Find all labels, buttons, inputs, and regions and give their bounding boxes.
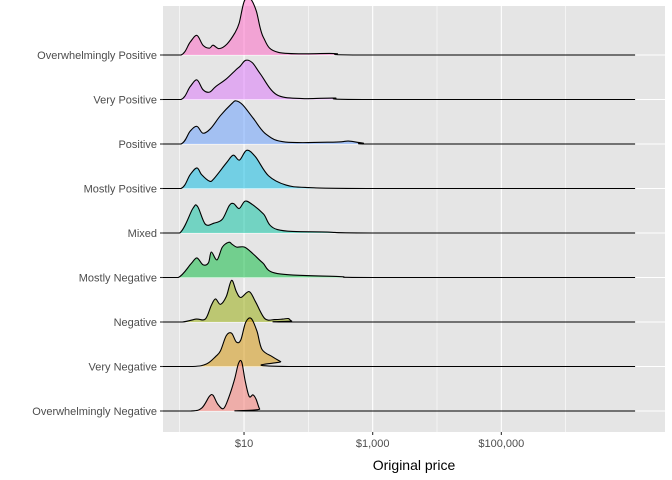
x-tick-label: $100,000 bbox=[478, 438, 524, 450]
ridge-fill bbox=[160, 100, 636, 144]
ridge-fill bbox=[160, 0, 636, 56]
ridge-very-negative bbox=[160, 317, 636, 368]
ridge-outline bbox=[160, 100, 636, 145]
y-tick-label: Mostly Negative bbox=[79, 273, 157, 285]
ridge-outline bbox=[160, 359, 636, 412]
y-tick-label: Mostly Positive bbox=[84, 184, 157, 196]
x-axis: $10 $1,000 $100,000 bbox=[235, 432, 524, 450]
ridge-fill bbox=[160, 150, 636, 189]
ridges bbox=[160, 0, 636, 412]
y-tick-label: Mixed bbox=[128, 228, 157, 240]
ridge-very-positive bbox=[160, 59, 636, 101]
ridge-outline bbox=[160, 279, 636, 323]
ridge-outline bbox=[160, 0, 636, 56]
ridge-mixed bbox=[160, 200, 636, 234]
ridge-outline bbox=[160, 59, 636, 101]
ridge-outline bbox=[160, 241, 636, 279]
ridge-outline bbox=[160, 149, 636, 190]
ridge-fill bbox=[160, 242, 636, 278]
x-axis-title: Original price bbox=[373, 457, 456, 473]
ridge-mostly-negative bbox=[160, 241, 636, 279]
y-axis: Overwhelmingly Negative Very Negative Nega… bbox=[32, 50, 163, 418]
ridge-outline bbox=[160, 317, 636, 368]
ridge-fill bbox=[160, 280, 636, 322]
ridge-overwhelmingly-positive bbox=[160, 0, 636, 56]
x-tick-label: $10 bbox=[235, 438, 253, 450]
y-tick-label: Negative bbox=[114, 317, 157, 329]
ridge-fill bbox=[160, 60, 636, 100]
ridge-fill bbox=[160, 201, 636, 233]
y-tick-label: Very Negative bbox=[89, 362, 157, 374]
x-tick-label: $1,000 bbox=[356, 438, 390, 450]
ridge-negative bbox=[160, 279, 636, 323]
y-tick-label: Very Positive bbox=[93, 95, 157, 107]
y-tick-label: Overwhelmingly Negative bbox=[32, 406, 157, 418]
ridge-overwhelmingly-negative bbox=[160, 359, 636, 412]
ridge-fill bbox=[160, 360, 636, 411]
ridge-fill bbox=[160, 317, 636, 367]
ridge-mostly-positive bbox=[160, 149, 636, 190]
y-tick-label: Overwhelmingly Positive bbox=[37, 50, 157, 62]
y-tick-label: Positive bbox=[118, 139, 157, 151]
ridge-outline bbox=[160, 200, 636, 234]
ridge-positive bbox=[160, 100, 636, 145]
